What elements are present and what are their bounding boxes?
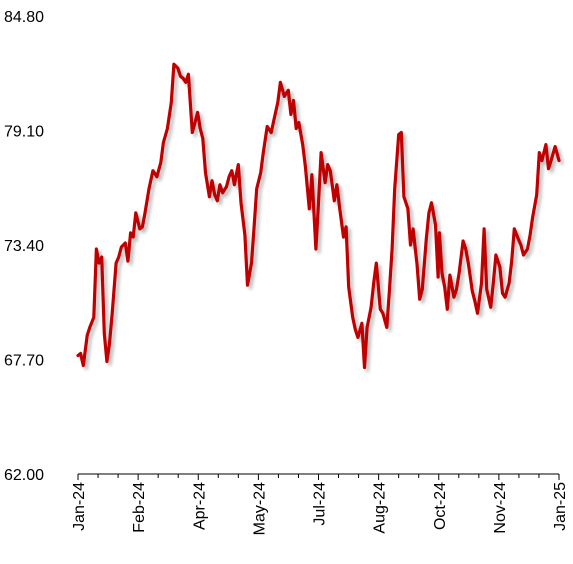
series-line [76,62,561,370]
y-tick-label: 73.40 [4,238,44,255]
x-tick-label: Apr-24 [191,482,208,530]
x-tick-label: May-24 [251,482,268,535]
series-line-shadow [79,65,564,373]
y-tick-label: 79.10 [4,124,44,141]
x-tick-label: Aug-24 [372,482,389,534]
x-tick-label: Nov-24 [492,482,509,534]
x-tick-label: Jan-24 [71,482,88,531]
x-tick-label: Oct-24 [432,482,449,530]
y-tick-label: 67.70 [4,353,44,370]
y-axis-tick-labels: 84.80 79.10 73.40 67.70 62.00 [4,9,44,484]
y-tick-label: 84.80 [4,9,44,26]
x-axis-tick-labels: Jan-24 Feb-24 Apr-24 May-24 Jul-24 Aug-24 Oct-… [71,482,569,535]
x-tick-label: Jan-25 [552,482,569,531]
x-axis-tick-marks [77,474,560,480]
x-tick-label: Feb-24 [131,482,148,533]
y-tick-label: 62.00 [4,467,44,484]
x-tick-label: Jul-24 [312,482,329,526]
